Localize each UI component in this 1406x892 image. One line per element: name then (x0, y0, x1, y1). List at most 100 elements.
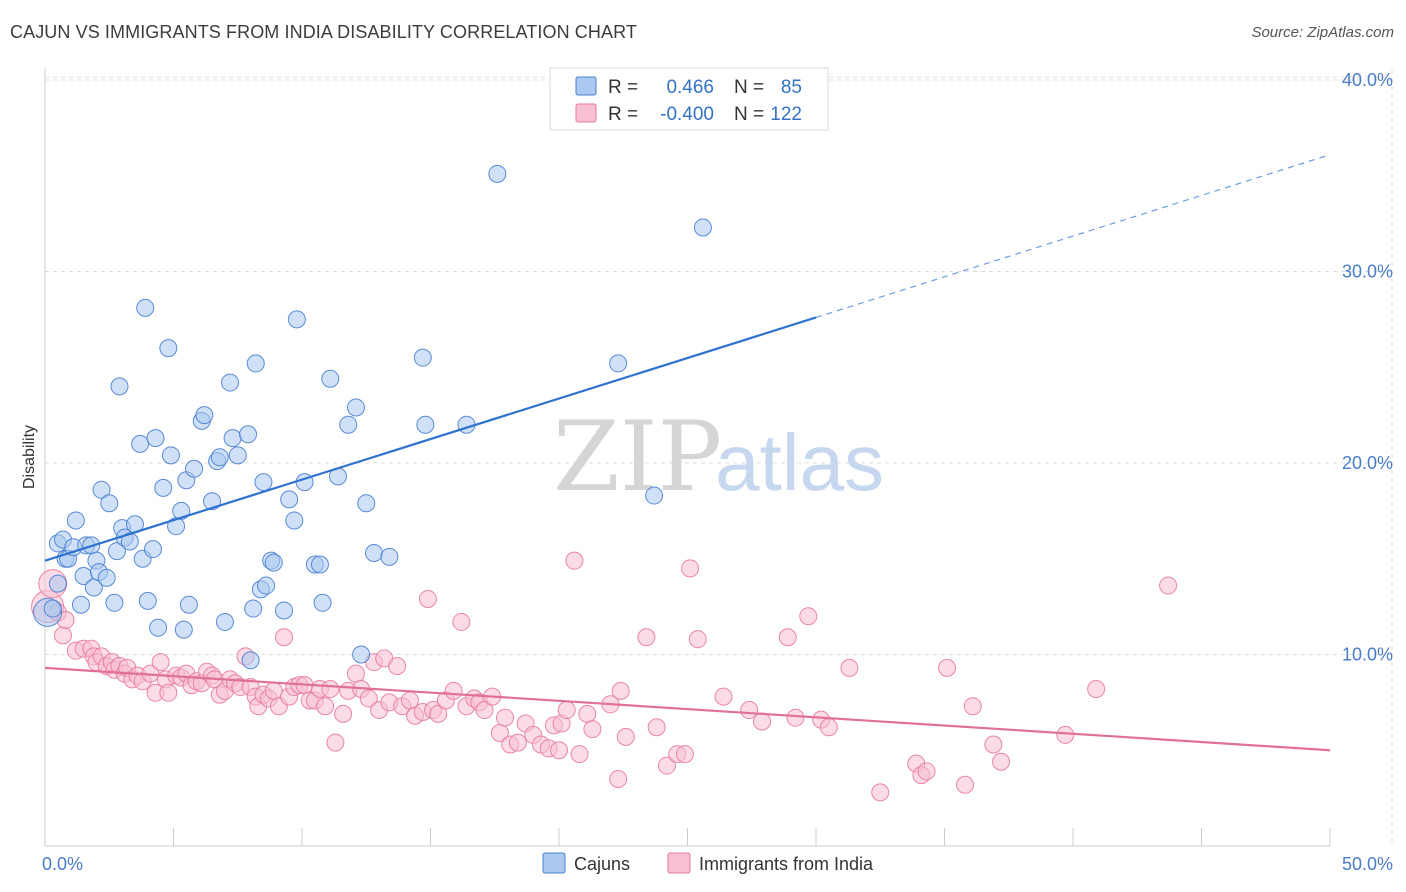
india-points (31, 551, 1178, 802)
cajuns-point-26 (131, 434, 150, 453)
cajuns-r-label: R = (608, 77, 638, 98)
cajuns-point-79 (488, 164, 507, 183)
cajuns-point-38 (174, 620, 193, 639)
india-point-103 (637, 628, 656, 647)
cajuns-point-34 (159, 339, 178, 358)
y-tick-labels: 10.0% 20.0% 30.0% 40.0% (1342, 70, 1393, 665)
cajuns-point-40 (179, 595, 198, 614)
trend-lines (44, 154, 1331, 752)
x-tick-labels: 0.0% 50.0% (42, 854, 1393, 874)
cajuns-point-54 (246, 354, 265, 373)
cajuns-point-2 (48, 574, 67, 593)
india-point-109 (688, 630, 707, 649)
india-point-117 (819, 718, 838, 737)
india-point-55 (316, 697, 335, 716)
cajuns-trend-extension (815, 154, 1331, 319)
india-point-100 (609, 769, 628, 788)
cajuns-point-9 (71, 595, 90, 614)
cajuns-point-68 (321, 369, 340, 388)
cajuns-point-75 (380, 547, 399, 566)
y-axis-label: Disability (21, 425, 38, 489)
cajuns-n-value: 85 (781, 77, 802, 98)
y-tick-label-1: 20.0% (1342, 453, 1393, 473)
india-point-56 (321, 679, 340, 698)
y-tick-label-0: 10.0% (1342, 645, 1393, 665)
legend-india-swatch (667, 852, 691, 874)
cajuns-point-61 (280, 490, 299, 509)
india-point-115 (799, 607, 818, 626)
cajuns-point-33 (154, 478, 173, 497)
cajuns-point-50 (228, 446, 247, 465)
india-point-77 (452, 612, 471, 631)
cajuns-point-51 (239, 425, 258, 444)
cajuns-point-63 (287, 310, 306, 329)
india-point-92 (550, 741, 568, 760)
cajuns-point-49 (223, 429, 242, 448)
india-point-101 (611, 681, 630, 700)
watermark-atlas: atlas (715, 418, 884, 507)
india-r-label: R = (608, 104, 638, 125)
india-point-129 (1087, 679, 1106, 698)
legend-india-label: Immigrants from India (699, 854, 874, 874)
india-point-102 (616, 727, 635, 746)
grid (45, 70, 1393, 846)
india-n-value: 122 (770, 104, 802, 125)
cajuns-point-56 (254, 473, 273, 492)
cajuns-point-60 (275, 601, 294, 620)
cajuns-point-48 (221, 373, 240, 392)
india-point-76 (444, 681, 463, 700)
stats-legend: R = 0.466 N = 85 R = -0.400 N = 122 (549, 67, 829, 131)
india-point-96 (570, 745, 589, 764)
india-point-110 (714, 687, 733, 706)
india-point-62 (359, 689, 378, 708)
india-point-128 (1056, 725, 1075, 744)
india-point-125 (963, 697, 982, 716)
india-point-74 (429, 704, 448, 723)
india-point-86 (508, 733, 527, 752)
cajuns-point-17 (97, 568, 116, 587)
chart-title: CAJUN VS IMMIGRANTS FROM INDIA DISABILIT… (10, 22, 637, 42)
india-point-113 (778, 628, 797, 647)
india-point-127 (992, 752, 1011, 771)
cajuns-point-53 (244, 599, 263, 618)
india-n-label: N = (734, 104, 764, 125)
india-point-126 (984, 735, 1003, 754)
series-legend: Cajuns Immigrants from India (542, 852, 874, 874)
india-point-3 (53, 626, 72, 645)
india-point-60 (346, 664, 365, 683)
india-point-105 (657, 756, 676, 775)
legend-cajuns-label: Cajuns (574, 854, 630, 874)
source-label: Source: ZipAtlas.com (1251, 24, 1394, 41)
cajuns-point-18 (100, 494, 119, 513)
india-point-118 (840, 658, 859, 677)
india-point-119 (871, 783, 890, 802)
cajuns-point-19 (105, 593, 124, 612)
cajuns-trend-line (44, 316, 817, 562)
watermark-zip: ZIP (553, 401, 722, 513)
cajuns-point-29 (138, 591, 157, 610)
india-point-112 (753, 712, 772, 731)
cajuns-point-47 (215, 612, 234, 631)
cajuns-point-28 (136, 298, 155, 317)
india-point-57 (326, 733, 345, 752)
cajuns-point-76 (413, 348, 432, 367)
y-tick-label-3: 40.0% (1342, 70, 1393, 90)
cajuns-point-57 (257, 576, 276, 595)
india-point-95 (565, 551, 584, 570)
india-point-97 (578, 704, 597, 723)
india-point-45 (264, 681, 283, 700)
india-trend-line (44, 666, 1331, 752)
india-point-98 (583, 720, 602, 739)
cajuns-point-8 (66, 511, 85, 530)
cajuns-point-41 (185, 459, 204, 478)
india-point-108 (681, 559, 700, 578)
cajuns-swatch (575, 76, 597, 96)
x-tick-label-1: 50.0% (1342, 854, 1393, 874)
cajuns-point-31 (146, 429, 165, 448)
india-swatch (575, 103, 597, 123)
cajuns-point-37 (172, 501, 191, 520)
cajuns-point-1 (43, 599, 62, 618)
cajuns-point-59 (264, 553, 283, 572)
cajuns-point-73 (357, 494, 376, 513)
